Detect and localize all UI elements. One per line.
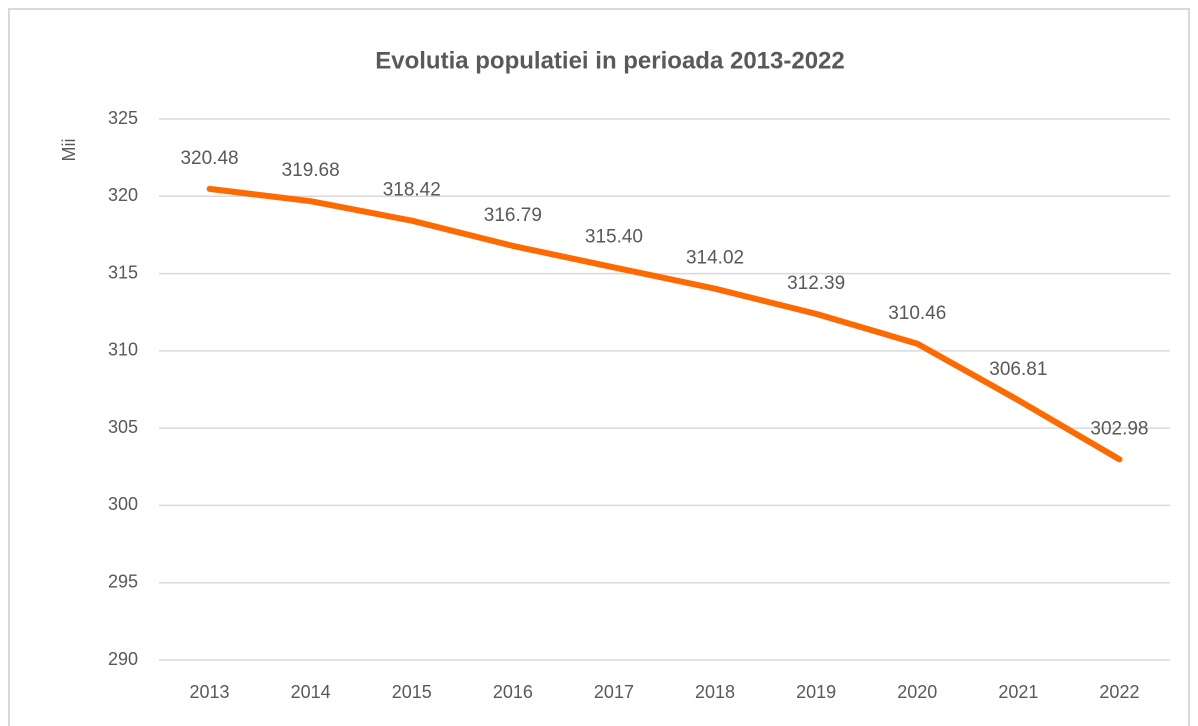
- y-tick-label: 325: [108, 108, 138, 128]
- x-tick-label: 2019: [796, 682, 836, 702]
- data-label: 310.46: [888, 303, 946, 324]
- series-line: [206, 185, 1123, 463]
- y-tick-label: 310: [108, 340, 138, 360]
- x-tick-label: 2020: [897, 682, 937, 702]
- x-tick-label: 2018: [695, 682, 735, 702]
- data-label: 318.42: [383, 180, 441, 201]
- y-tick-label: 305: [108, 417, 138, 437]
- data-label: 306.81: [989, 359, 1047, 380]
- data-label: 320.48: [180, 148, 238, 169]
- y-tick-label: 290: [108, 649, 138, 669]
- chart-frame: [8, 8, 1190, 726]
- data-label: 316.79: [484, 205, 542, 226]
- y-tick-label: 300: [108, 494, 138, 514]
- x-tick-label: 2022: [1099, 682, 1139, 702]
- y-tick-label: 320: [108, 185, 138, 205]
- data-label: 312.39: [787, 273, 845, 294]
- chart-title: Evolutia populatiei in perioada 2013-202…: [375, 47, 845, 74]
- y-tick-label: 315: [108, 262, 138, 282]
- data-label: 315.40: [585, 226, 643, 247]
- data-label: 302.98: [1090, 418, 1148, 439]
- y-axis-label: Mii: [59, 139, 79, 162]
- data-label: 314.02: [686, 248, 744, 269]
- x-tick-label: 2016: [493, 682, 533, 702]
- x-tick-label: 2021: [998, 682, 1038, 702]
- y-tick-label: 295: [108, 571, 138, 591]
- x-tick-label: 2013: [190, 682, 230, 702]
- x-tick-label: 2014: [291, 682, 331, 702]
- x-tick-label: 2017: [594, 682, 634, 702]
- data-label: 319.68: [282, 160, 340, 181]
- x-tick-label: 2015: [392, 682, 432, 702]
